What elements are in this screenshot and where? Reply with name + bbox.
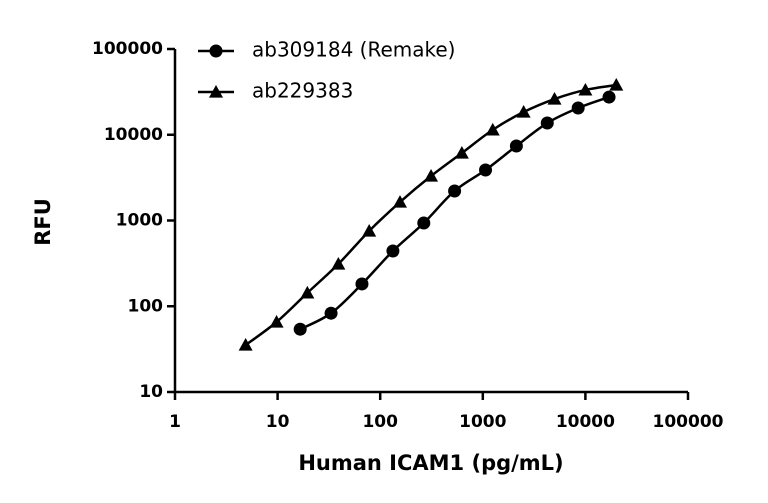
triangle-marker bbox=[238, 338, 253, 351]
y-tick-label: 100 bbox=[128, 296, 164, 316]
triangle-marker bbox=[269, 315, 284, 328]
y-tick-label: 10000 bbox=[104, 125, 163, 145]
y-tick-label: 1000 bbox=[116, 211, 163, 231]
triangle-marker bbox=[454, 146, 469, 159]
y-axis-title: RFU bbox=[31, 198, 55, 246]
circle-marker bbox=[417, 216, 431, 230]
triangle-marker bbox=[485, 122, 500, 136]
circle-marker bbox=[602, 90, 616, 104]
triangle-marker bbox=[578, 82, 593, 96]
x-axis-title: Human ICAM1 (pg/mL) bbox=[298, 451, 563, 475]
circle-marker bbox=[324, 306, 338, 320]
circle-marker bbox=[355, 277, 369, 291]
y-tick-label: 100000 bbox=[92, 39, 163, 59]
circle-marker bbox=[509, 139, 523, 153]
triangle-marker bbox=[362, 223, 377, 237]
x-tick-label: 10000 bbox=[556, 412, 615, 432]
x-tick-label: 1000 bbox=[459, 412, 506, 432]
circle-marker bbox=[571, 101, 585, 115]
legend-label: ab229383 bbox=[252, 79, 353, 103]
circle-marker bbox=[293, 322, 307, 336]
triangle-marker bbox=[547, 92, 562, 105]
circle-marker bbox=[479, 163, 493, 177]
y-tick-label: 10 bbox=[139, 382, 163, 402]
triangle-marker bbox=[300, 285, 315, 299]
triangle-marker bbox=[209, 85, 223, 98]
circle-marker bbox=[540, 116, 554, 130]
triangle-marker bbox=[516, 105, 531, 118]
triangle-marker bbox=[609, 78, 624, 91]
x-tick-label: 100 bbox=[362, 412, 398, 432]
legend-label: ab309184 (Remake) bbox=[252, 38, 455, 62]
triangle-marker bbox=[331, 256, 346, 270]
triangle-marker bbox=[393, 195, 408, 208]
x-tick-label: 100000 bbox=[653, 412, 724, 432]
circle-marker bbox=[209, 44, 223, 58]
x-tick-label: 10 bbox=[266, 412, 290, 432]
circle-marker bbox=[386, 244, 400, 258]
circle-marker bbox=[448, 184, 462, 198]
x-tick-label: 1 bbox=[169, 412, 181, 432]
series-line bbox=[299, 95, 610, 331]
triangle-marker bbox=[424, 169, 439, 182]
